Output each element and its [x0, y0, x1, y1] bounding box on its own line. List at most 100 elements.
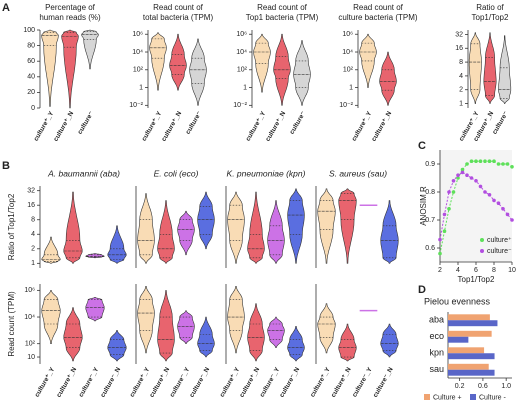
y-tick-label: 32 [455, 31, 463, 38]
y-tick-label: 10⁴ [24, 314, 35, 321]
y-tick-label: 80 [27, 42, 35, 49]
y-tick-label: 10⁻² [339, 102, 353, 109]
violin-body [107, 330, 127, 362]
panel-label: A [2, 2, 10, 14]
bar [448, 314, 490, 321]
chart-title: S. aureus (sau) [329, 168, 387, 178]
bar [448, 347, 485, 354]
violin-body [41, 29, 59, 107]
point [478, 159, 483, 163]
violin-body [41, 290, 61, 344]
violin-body [293, 40, 311, 106]
point [496, 201, 501, 205]
point [442, 212, 447, 217]
x-tick-label: culture⁺_Y [141, 110, 164, 143]
violin-body [227, 191, 245, 264]
violin-body [227, 286, 245, 354]
panel-label: C [418, 140, 426, 152]
violin-body [338, 323, 357, 362]
y-tick-label: 20 [27, 89, 35, 96]
y-tick-label: 10² [25, 341, 36, 348]
y-tick-label: 10² [237, 67, 248, 74]
x-tick-label: culture⁻_Y [78, 366, 101, 399]
y-tick-label: 0.8 [425, 189, 435, 196]
point [478, 184, 483, 189]
x-tick-label: culture⁺_N [238, 366, 261, 399]
violin-body [338, 188, 357, 264]
chart-title: Percentage of [45, 3, 96, 12]
point [487, 159, 492, 163]
point [451, 190, 456, 194]
x-tick-label: 6 [474, 267, 478, 274]
violin-body [317, 303, 336, 354]
y-axis-label: ANOSIM R [419, 186, 428, 226]
y-tick-label: 10² [343, 67, 354, 74]
chart-title: Read count of [153, 3, 204, 12]
point [460, 167, 465, 172]
point [510, 165, 514, 169]
violin-body [287, 188, 305, 264]
x-tick-label: culture⁺_N [160, 110, 183, 143]
x-axis-label: Top1/Top2 [458, 275, 495, 284]
legend-label: culture⁺ [487, 237, 512, 244]
point [474, 179, 478, 183]
x-tick-label: 0.2 [455, 383, 465, 390]
x-tick-label: culture⁺_Y [245, 110, 268, 143]
y-tick-label: 8 [459, 59, 463, 66]
x-tick-label: culture⁻_Y [259, 366, 282, 399]
violin-body [468, 32, 482, 104]
x-tick-label: culture⁻_N [372, 366, 395, 399]
y-tick-label: 1 [243, 84, 247, 91]
x-tick-label: 0.6 [478, 383, 488, 390]
bar [448, 363, 489, 370]
violin-body [177, 210, 195, 256]
violin-body [137, 286, 155, 354]
violin-body [317, 188, 336, 264]
legend-label: Culture - [479, 394, 507, 401]
x-tick-label: culture⁺_N [148, 366, 171, 399]
point [469, 159, 474, 163]
violin-body [61, 29, 79, 109]
y-tick-label: 16 [27, 202, 35, 209]
bar [448, 369, 495, 376]
point [469, 176, 474, 180]
x-tick-label: culture⁺_N [330, 366, 353, 399]
violin-body [157, 290, 175, 362]
category-label: eco [429, 331, 444, 341]
violin-body [287, 326, 305, 362]
point [487, 193, 492, 197]
y-tick-label: 1 [139, 84, 143, 91]
y-tick-label: 1 [349, 84, 353, 91]
y-tick-label: 40 [27, 74, 35, 81]
x-tick-label: 2 [438, 267, 442, 274]
bar [448, 330, 492, 337]
y-tick-label: 10⁴ [236, 49, 247, 56]
bar [448, 320, 498, 327]
y-tick-label: 0 [31, 105, 35, 112]
y-tick-label: 100 [23, 27, 35, 34]
y-tick-label: 10² [133, 67, 144, 74]
point [451, 179, 456, 183]
y-tick-label: 60 [27, 58, 35, 65]
y-tick-label: 8 [31, 217, 35, 224]
y-tick-label: 1 [31, 260, 35, 267]
x-tick-label: 10 [508, 267, 516, 274]
panel-label: D [418, 284, 426, 296]
point [465, 162, 469, 166]
point [460, 170, 465, 175]
y-axis-label: Read count (TPM) [7, 291, 16, 357]
category-label: kpn [429, 348, 444, 358]
violin-body [247, 303, 265, 362]
violin-body [380, 200, 399, 264]
point [496, 162, 501, 166]
chart-title: Ratio of [476, 3, 504, 12]
y-tick-label: 1 [459, 100, 463, 107]
y-tick-label: 10⁻² [233, 102, 247, 109]
x-tick-label: 1.0 [501, 383, 511, 390]
point [438, 237, 442, 242]
violin-body [379, 51, 397, 106]
violin-body [267, 316, 285, 348]
y-tick-label: 4 [459, 73, 463, 80]
category-label: sau [429, 364, 444, 374]
x-tick-label: 4 [456, 267, 460, 274]
